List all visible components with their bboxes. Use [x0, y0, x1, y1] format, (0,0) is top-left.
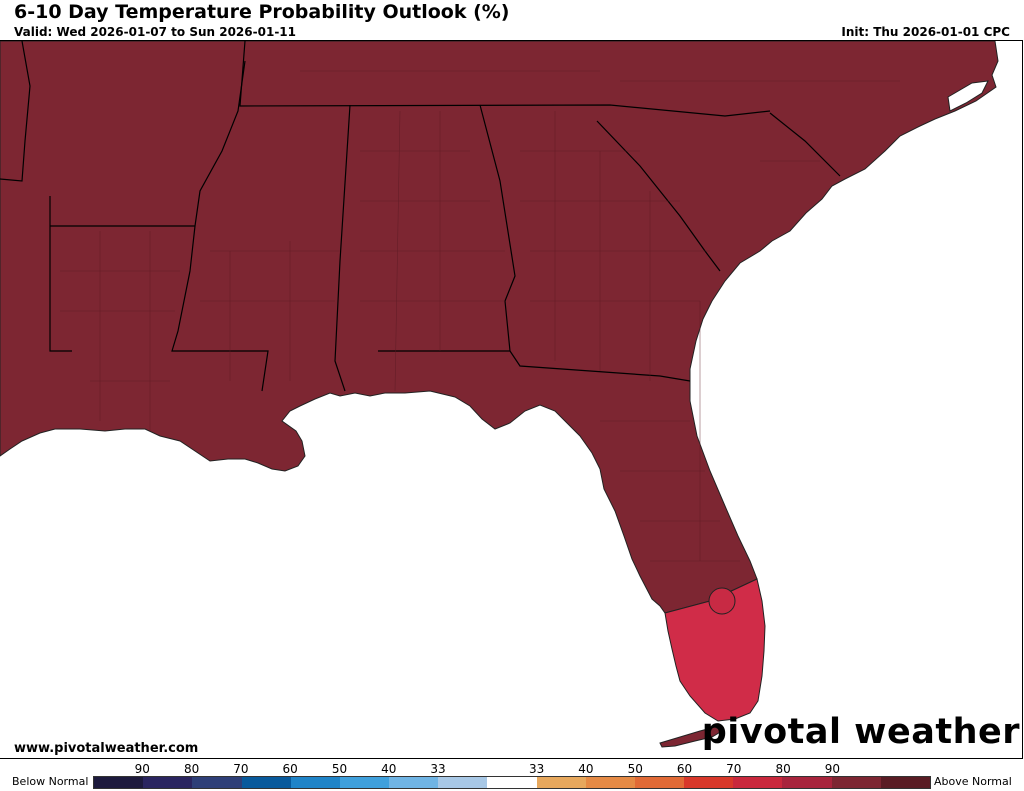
pamlico-sound [947, 80, 989, 112]
legend-tick-label: 40 [578, 762, 594, 776]
land-above-normal-80 [0, 41, 999, 614]
legend-swatch [389, 777, 439, 788]
valid-period: Valid: Wed 2026-01-07 to Sun 2026-01-11 [14, 25, 296, 39]
map-panel [0, 40, 1023, 759]
legend: 90 80 70 60 50 40 33 33 40 50 60 70 80 90 Below Norma… [0, 760, 1024, 791]
legend-tick-label: 90 [824, 762, 841, 776]
legend-swatch [339, 777, 390, 788]
legend-swatch [192, 777, 242, 788]
legend-ticks: 90 80 70 60 50 40 33 33 40 50 60 70 80 90 [93, 762, 931, 776]
legend-tick-label: 60 [676, 762, 693, 776]
legend-swatch [536, 777, 586, 788]
outlook-map [0, 41, 1022, 758]
legend-tick-label: 33 [529, 762, 545, 776]
legend-tick-label: 80 [183, 762, 200, 776]
legend-tick-label: 50 [331, 762, 348, 776]
legend-tick-label: 40 [381, 762, 397, 776]
legend-swatch [880, 777, 930, 788]
lake-okeechobee [708, 587, 736, 615]
legend-tick-label: 80 [775, 762, 791, 776]
brand-logo: pivotal weather [701, 712, 1020, 752]
legend-tick-label: 60 [282, 762, 298, 776]
legend-swatch [684, 777, 734, 788]
init-time: Init: Thu 2026-01-01 CPC [841, 25, 1010, 39]
county-grid [60, 70, 900, 562]
legend-tick-label: 90 [134, 762, 150, 776]
legend-swatch [487, 777, 537, 788]
legend-swatch [831, 777, 881, 788]
legend-swatch [438, 777, 488, 788]
legend-colorbar [93, 776, 931, 789]
legend-swatch [733, 777, 783, 788]
legend-swatch [585, 777, 635, 788]
legend-swatch [290, 777, 340, 788]
legend-tick-label: 70 [726, 762, 742, 776]
legend-swatch [94, 777, 144, 788]
legend-swatch [634, 777, 685, 788]
legend-swatch [143, 777, 193, 788]
florida-keys [659, 726, 723, 748]
legend-swatch [241, 777, 291, 788]
map-title: 6-10 Day Temperature Probability Outlook… [14, 1, 510, 23]
legend-tick-label: 33 [430, 762, 446, 776]
state-borders [0, 41, 841, 392]
legend-above-normal-label: Above Normal [934, 775, 1012, 788]
legend-below-normal-label: Below Normal [12, 775, 89, 788]
legend-swatch [782, 777, 832, 788]
website-url: www.pivotalweather.com [14, 741, 199, 756]
legend-tick-label: 70 [233, 762, 249, 776]
legend-tick-label: 50 [627, 762, 643, 776]
land-above-normal-70 [664, 578, 766, 722]
